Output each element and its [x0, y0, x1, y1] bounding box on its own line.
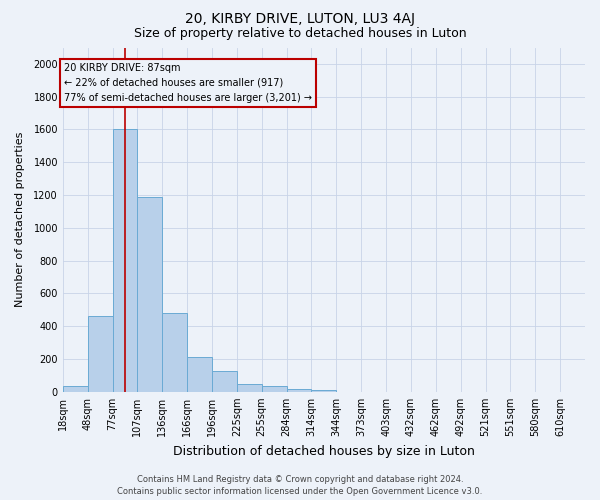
Bar	[237, 384, 262, 392]
Y-axis label: Number of detached properties: Number of detached properties	[15, 132, 25, 308]
Bar	[63, 386, 88, 392]
Bar	[137, 196, 162, 392]
Bar	[88, 316, 113, 392]
Bar	[311, 390, 337, 392]
Text: 20 KIRBY DRIVE: 87sqm
← 22% of detached houses are smaller (917)
77% of semi-det: 20 KIRBY DRIVE: 87sqm ← 22% of detached …	[64, 63, 312, 102]
Text: 20, KIRBY DRIVE, LUTON, LU3 4AJ: 20, KIRBY DRIVE, LUTON, LU3 4AJ	[185, 12, 415, 26]
Bar	[287, 388, 311, 392]
Bar	[262, 386, 287, 392]
Bar	[113, 130, 137, 392]
Text: Contains HM Land Registry data © Crown copyright and database right 2024.
Contai: Contains HM Land Registry data © Crown c…	[118, 475, 482, 496]
Bar	[212, 372, 237, 392]
Bar	[162, 313, 187, 392]
X-axis label: Distribution of detached houses by size in Luton: Distribution of detached houses by size …	[173, 444, 475, 458]
Bar	[187, 356, 212, 392]
Text: Size of property relative to detached houses in Luton: Size of property relative to detached ho…	[134, 28, 466, 40]
